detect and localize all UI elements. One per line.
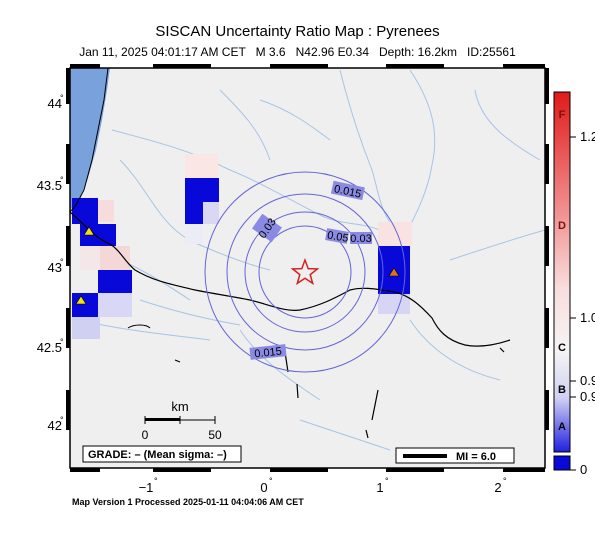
coastline	[70, 68, 109, 213]
grade-letter: C	[558, 342, 566, 354]
colorbar-value: 0.9	[580, 373, 595, 388]
contour-label: 0.05	[326, 229, 349, 245]
colorbar-value: 1.2	[580, 129, 595, 144]
degree-marks: ° ° ° ° °	[60, 93, 64, 425]
svg-text:°: °	[60, 175, 64, 185]
contour-label: 0.015	[254, 346, 283, 361]
scale-bar: km 0 50	[142, 399, 222, 442]
colorbar-ticks	[570, 136, 576, 471]
frame-ticks	[66, 64, 549, 472]
uncertainty-cells	[72, 154, 412, 339]
lon-tick-label: 2	[494, 480, 501, 495]
grade-text: GRADE: – (Mean sigma: –)	[88, 449, 227, 461]
station-triangle-icon	[83, 226, 95, 236]
station-triangle-icon	[75, 295, 87, 305]
lon-tick-label: 0	[260, 480, 267, 495]
contour-lines	[204, 171, 406, 373]
svg-text:°: °	[60, 93, 64, 103]
grade-letter: A	[558, 421, 566, 433]
degree-marks-lon: ° ° ° °	[154, 476, 507, 486]
lat-tick-labels: 44 43.5 43 42.5 42	[37, 96, 62, 433]
colorbar-value: 1.0	[580, 310, 595, 325]
sea-bay-of-biscay	[70, 68, 110, 210]
scale-unit: km	[171, 399, 188, 414]
scale-start: 0	[142, 428, 149, 442]
map-subtitle: Jan 11, 2025 04:01:17 AM CET M 3.6 N42.9…	[79, 45, 516, 59]
contour-label: 0.03	[350, 233, 371, 245]
svg-text:°: °	[154, 476, 158, 486]
lat-tick-label: 42	[48, 418, 62, 433]
national-border	[70, 211, 511, 347]
scale-end: 50	[208, 428, 222, 442]
grade-box	[82, 445, 242, 463]
colorbar-values: 1.2 1.0 0.9 0.9 0	[580, 129, 595, 477]
colorbar-zero-swatch	[553, 455, 571, 471]
colorbar-grade-letters: F D C B A	[558, 109, 566, 433]
svg-text:°: °	[385, 476, 389, 486]
lat-tick-label: 44	[48, 96, 62, 111]
processing-footer: Map Version 1 Processed 2025-01-11 04:04…	[72, 497, 304, 507]
grade-letter: B	[558, 384, 566, 396]
mi-legend-label: MI = 6.0	[456, 451, 496, 463]
lon-tick-labels: −1 0 1 2	[139, 480, 502, 495]
grade-letter: D	[558, 220, 566, 232]
svg-text:°: °	[60, 257, 64, 267]
lon-tick-label: −1	[139, 480, 154, 495]
lat-tick-label: 43.5	[37, 178, 62, 193]
lake	[127, 324, 151, 329]
colorbar-value: 0	[580, 462, 587, 477]
lat-tick-label: 43	[48, 260, 62, 275]
contour-label-group: 0.015 0.03 0.05 0.03 0.015	[249, 180, 372, 361]
station-triangle-icon	[388, 267, 400, 277]
mi-legend-box	[395, 447, 515, 464]
colorbar	[553, 91, 571, 453]
svg-text:°: °	[60, 415, 64, 425]
grade-letter: F	[559, 109, 566, 121]
colorbar-value: 0.9	[580, 389, 595, 404]
svg-text:°: °	[60, 337, 64, 347]
svg-text:°: °	[503, 476, 507, 486]
lon-tick-label: 1	[376, 480, 383, 495]
map-title: SISCAN Uncertainty Ratio Map : Pyrenees	[155, 23, 440, 40]
svg-text:°: °	[269, 476, 273, 486]
contour-label: 0.015	[333, 183, 362, 200]
lat-tick-label: 42.5	[37, 340, 62, 355]
reservoirs	[174, 347, 505, 439]
epicenter-star-icon	[290, 257, 320, 286]
